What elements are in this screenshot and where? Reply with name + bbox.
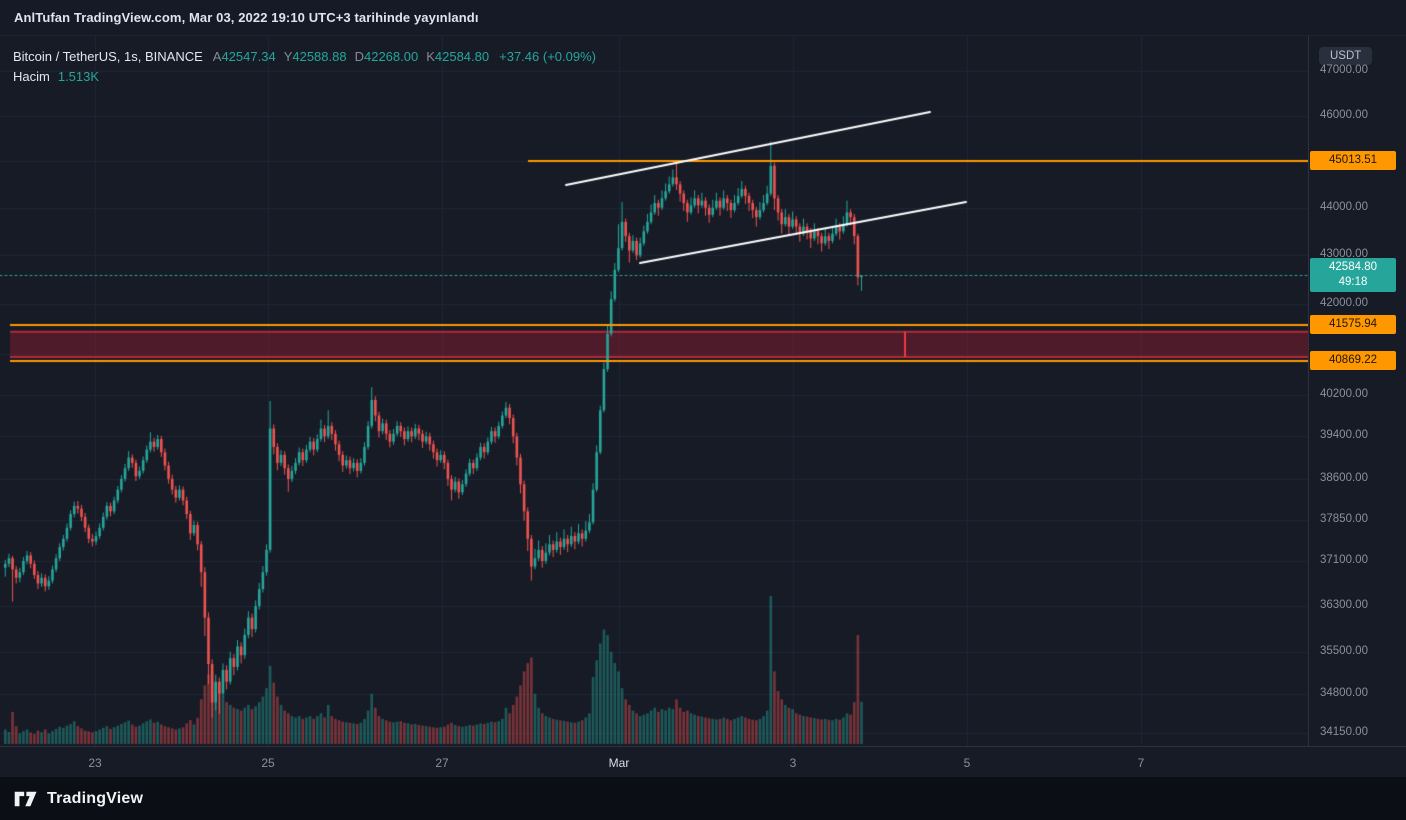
- price-tick: 35500.00: [1320, 645, 1368, 658]
- unit-currency-button[interactable]: USDT: [1319, 47, 1373, 65]
- tradingview-logo-icon: [14, 791, 37, 806]
- publish-text: AnlTufan TradingView.com, Mar 03, 2022 1…: [14, 10, 479, 25]
- price-tick: 39400.00: [1320, 429, 1368, 442]
- ohlc-high: Y42588.88: [284, 47, 347, 67]
- price-tick: 40200.00: [1320, 387, 1368, 400]
- ohlc-open-key: A: [212, 49, 222, 64]
- volume-label[interactable]: Hacim: [13, 69, 50, 84]
- time-tick: 23: [88, 756, 102, 770]
- legend-row-symbol: Bitcoin / TetherUS, 1s, BINANCE A42547.3…: [13, 47, 596, 67]
- ohlc-low: D42268.00: [355, 47, 419, 67]
- ohlc-low-key: D: [354, 49, 364, 64]
- price-tick: 43000.00: [1320, 248, 1368, 261]
- price-tick: 34800.00: [1320, 686, 1368, 699]
- price-tick: 38600.00: [1320, 471, 1368, 484]
- price-level-label[interactable]: 45013.51: [1310, 150, 1396, 170]
- change-value: +37.46 (+0.09%): [499, 49, 596, 64]
- price-chart-canvas[interactable]: [0, 36, 1308, 746]
- footer-bar: TradingView: [0, 777, 1406, 820]
- tradingview-logo[interactable]: TradingView: [14, 789, 143, 809]
- volume-value: 1.513K: [57, 69, 100, 84]
- price-tick: 37850.00: [1320, 512, 1368, 525]
- time-tick: 3: [789, 756, 797, 770]
- ohlc-close-key: K: [426, 49, 435, 64]
- ohlc-high-value: 42588.88: [292, 49, 347, 64]
- time-tick: 7: [1137, 756, 1145, 770]
- time-axis[interactable]: 23 25 27 Mar 3 5 7: [0, 746, 1406, 778]
- ohlc-open: A42547.34: [213, 47, 276, 67]
- price-tick: 44000.00: [1320, 200, 1368, 213]
- price-tick: 42000.00: [1320, 297, 1368, 310]
- ohlc-low-value: 42268.00: [363, 49, 419, 64]
- ohlc-open-value: 42547.34: [221, 49, 276, 64]
- symbol-title[interactable]: Bitcoin / TetherUS, 1s, BINANCE: [13, 49, 203, 64]
- ohlc-high-key: Y: [283, 49, 293, 64]
- price-tick: 46000.00: [1320, 108, 1368, 121]
- price-level-label[interactable]: 41575.94: [1310, 315, 1396, 335]
- legend-row-volume: Hacim 1.513K: [13, 67, 596, 87]
- current-price-label[interactable]: 42584.80 49:18: [1310, 258, 1396, 293]
- chart-area: Bitcoin / TetherUS, 1s, BINANCE A42547.3…: [0, 35, 1406, 777]
- price-axis[interactable]: USDT 47000.00 46000.00 44000.00 43000.00 420…: [1308, 36, 1406, 746]
- price-level-label[interactable]: 40869.22: [1310, 350, 1396, 370]
- ohlc-close: K42584.80: [426, 47, 489, 67]
- countdown-timer: 49:18: [1338, 276, 1368, 289]
- time-tick: 27: [435, 756, 449, 770]
- price-tick: 47000.00: [1320, 64, 1368, 77]
- time-tick: Mar: [608, 756, 630, 770]
- ohlc-close-value: 42584.80: [434, 49, 490, 64]
- legend: Bitcoin / TetherUS, 1s, BINANCE A42547.3…: [13, 47, 596, 87]
- time-tick: 5: [963, 756, 971, 770]
- price-tick: 37100.00: [1320, 554, 1368, 566]
- tradingview-logo-text: TradingView: [47, 789, 144, 807]
- price-tick: 34150.00: [1320, 725, 1368, 738]
- time-tick: 25: [261, 756, 275, 770]
- publish-bar: AnlTufan TradingView.com, Mar 03, 2022 1…: [0, 0, 1406, 35]
- price-tick: 36300.00: [1320, 599, 1368, 612]
